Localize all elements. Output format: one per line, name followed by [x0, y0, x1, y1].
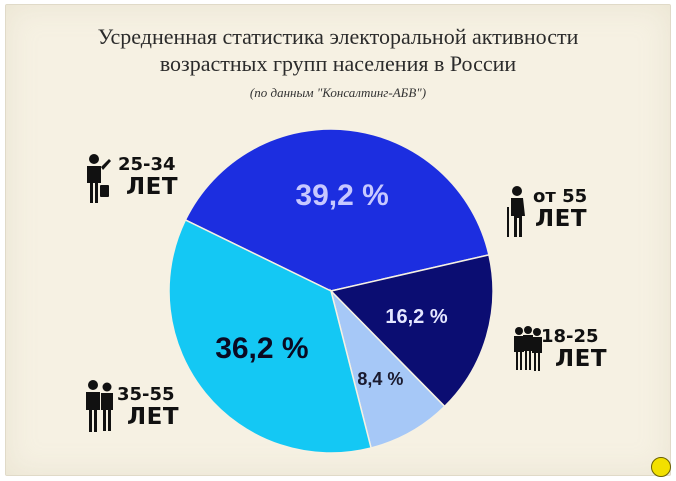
group-years-25-34: ЛЕТ: [126, 174, 179, 200]
pie-chart: 39,2 % 16,2 % 8,4 % 36,2 %: [168, 128, 494, 454]
elderly-person-icon: [507, 186, 525, 237]
slice-value-label: 36,2 %: [215, 332, 308, 365]
group-age-25-34: 25-34: [118, 154, 176, 175]
title-line-2: возрастных групп населения в России: [159, 51, 517, 76]
group-years-55-plus: ЛЕТ: [535, 206, 588, 232]
group-age-18-25: 18-25: [541, 326, 599, 347]
pie-slice-от-55: [329, 253, 494, 408]
group-label-55-plus: от 55 ЛЕТ: [533, 187, 587, 232]
adult-couple-icon: [86, 380, 113, 432]
group-label-18-25: 18-25 ЛЕТ: [541, 327, 607, 372]
young-people-icon: [514, 326, 542, 371]
group-years-18-25: ЛЕТ: [555, 346, 608, 372]
group-age-35-55: 35-55: [117, 384, 175, 405]
slice-value-label: 8,4 %: [357, 369, 403, 389]
business-person-icon: [87, 154, 111, 203]
slice-value-label: 39,2 %: [295, 179, 388, 212]
group-age-55-plus: от 55: [533, 186, 588, 207]
pie-slice-35-55: [168, 218, 372, 454]
logo-icon: [651, 457, 671, 477]
chart-title: Усредненная статистика электоральной акт…: [6, 23, 670, 77]
group-years-35-55: ЛЕТ: [127, 404, 180, 430]
infographic-card: Усредненная статистика электоральной акт…: [5, 4, 671, 477]
group-label-25-34: 25-34 ЛЕТ: [118, 155, 178, 200]
slice-value-label: 16,2 %: [385, 306, 447, 328]
pie-slice-25-34: [184, 128, 490, 292]
pie-slice-18-25: [329, 288, 446, 449]
chart-subtitle: (по данным "Консалтинг-АБВ"): [249, 85, 427, 100]
title-line-1: Усредненная статистика электоральной акт…: [97, 24, 579, 49]
group-label-35-55: 35-55 ЛЕТ: [117, 385, 179, 430]
